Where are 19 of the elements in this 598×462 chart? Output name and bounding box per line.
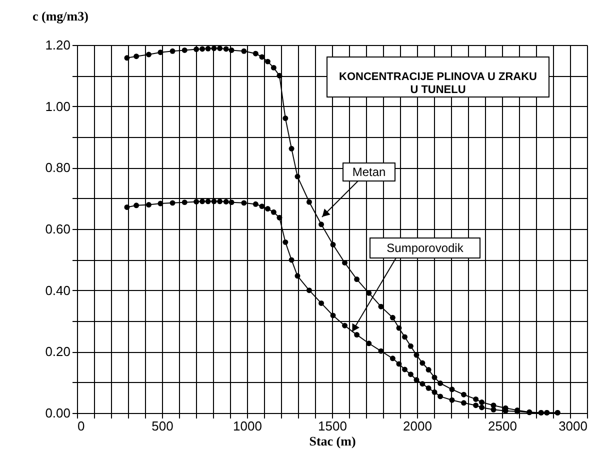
y-axis-title: c (mg/m3) — [32, 8, 88, 24]
y-tick-label: 0.00 — [45, 406, 70, 420]
x-tick-label: 2000 — [403, 418, 432, 434]
y-tick-label: 0.60 — [45, 222, 70, 236]
y-tick-label: 0.40 — [45, 282, 70, 298]
y-tick-label: 0.80 — [45, 160, 70, 176]
x-tick-label: 1000 — [233, 418, 262, 434]
x-axis-title: Stac (m) — [309, 434, 356, 448]
x-tick-label: 3000 — [558, 418, 588, 434]
text: KONCENTRACIJE PLINOVA U ZRAKU U TUNELU — [338, 71, 538, 96]
text: Metan — [352, 165, 386, 179]
x-tick-label: 500 — [152, 418, 174, 434]
x-tick-label: 0 — [78, 418, 85, 434]
text: Sumporovodik — [386, 241, 464, 255]
y-tick-label: 1.00 — [45, 98, 70, 114]
x-tick-label: 2500 — [488, 418, 517, 434]
x-tick-label: 1500 — [318, 418, 347, 434]
y-tick-label: 0.20 — [45, 344, 70, 360]
y-tick-label: 1.20 — [45, 38, 70, 52]
